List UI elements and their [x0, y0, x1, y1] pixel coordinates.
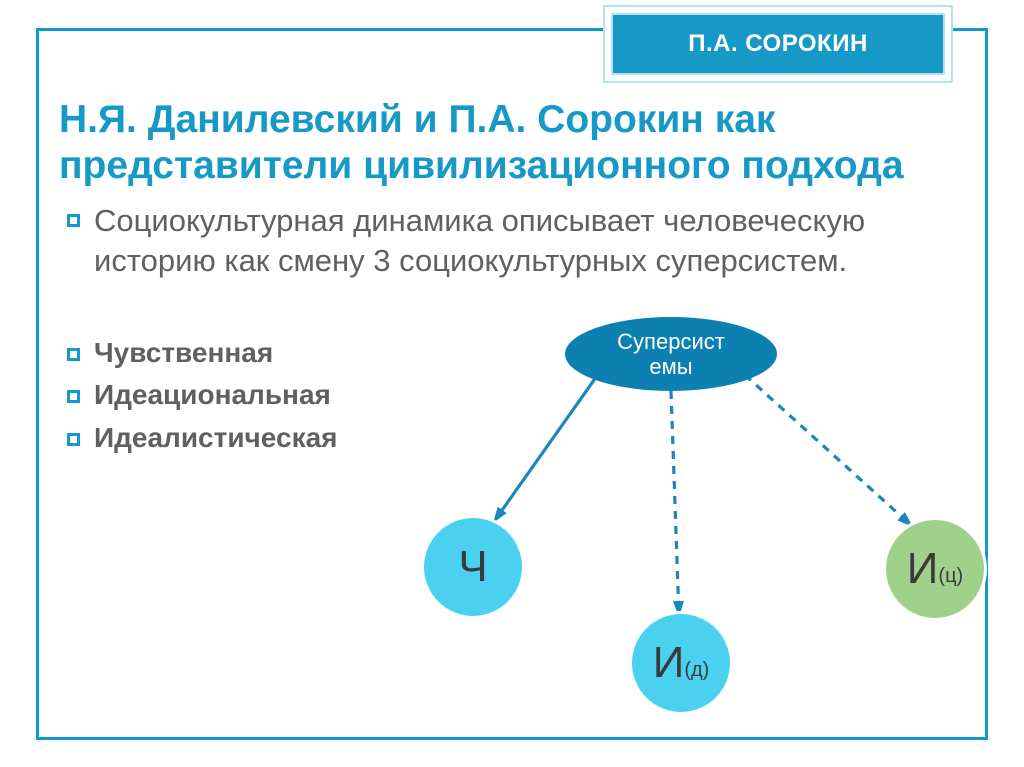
supersystems-diagram: Суперсист емы ЧИ(д)И(ц): [419, 311, 1009, 731]
intro-block: Социокультурная динамика описывает челов…: [57, 201, 967, 280]
list-item-label: Идеалистическая: [94, 420, 338, 456]
diagram-child-node: Ч: [421, 515, 525, 619]
diagram-child-sub: (ц): [938, 551, 963, 588]
intro-text: Социокультурная динамика описывает челов…: [94, 201, 967, 280]
square-bullet-icon: [67, 348, 80, 361]
diagram-child-big: Ч: [458, 542, 487, 592]
diagram-child-big: И: [653, 638, 685, 688]
header-tab: П.А. СОРОКИН: [611, 13, 945, 75]
list-item: Идеациональная: [67, 377, 477, 413]
slide-title: Н.Я. Данилевский и П.А. Сорокин как пред…: [57, 97, 967, 189]
supersystems-list: Чувственная Идеациональная Идеалистическ…: [57, 335, 477, 462]
diagram-child-sub: (д): [684, 645, 709, 682]
diagram-child-node: И(ц): [883, 517, 987, 621]
diagram-child-node: И(д): [629, 611, 733, 715]
diagram-root-label: Суперсист емы: [617, 329, 725, 380]
diagram-root-node: Суперсист емы: [565, 317, 777, 391]
title-area: Н.Я. Данилевский и П.А. Сорокин как пред…: [57, 97, 967, 189]
diagram-child-big: И: [907, 544, 939, 594]
list-item: Идеалистическая: [67, 420, 477, 456]
square-bullet-icon: [67, 390, 80, 403]
list-item-label: Идеациональная: [94, 377, 331, 413]
list-item: Чувственная: [67, 335, 477, 371]
slide-frame: П.А. СОРОКИН Н.Я. Данилевский и П.А. Сор…: [36, 28, 988, 740]
slide: П.А. СОРОКИН Н.Я. Данилевский и П.А. Сор…: [0, 0, 1024, 767]
intro-row: Социокультурная динамика описывает челов…: [67, 201, 967, 280]
square-bullet-icon: [67, 433, 80, 446]
list-item-label: Чувственная: [94, 335, 273, 371]
square-bullet-icon: [67, 214, 80, 227]
header-tab-label: П.А. СОРОКИН: [688, 30, 868, 58]
